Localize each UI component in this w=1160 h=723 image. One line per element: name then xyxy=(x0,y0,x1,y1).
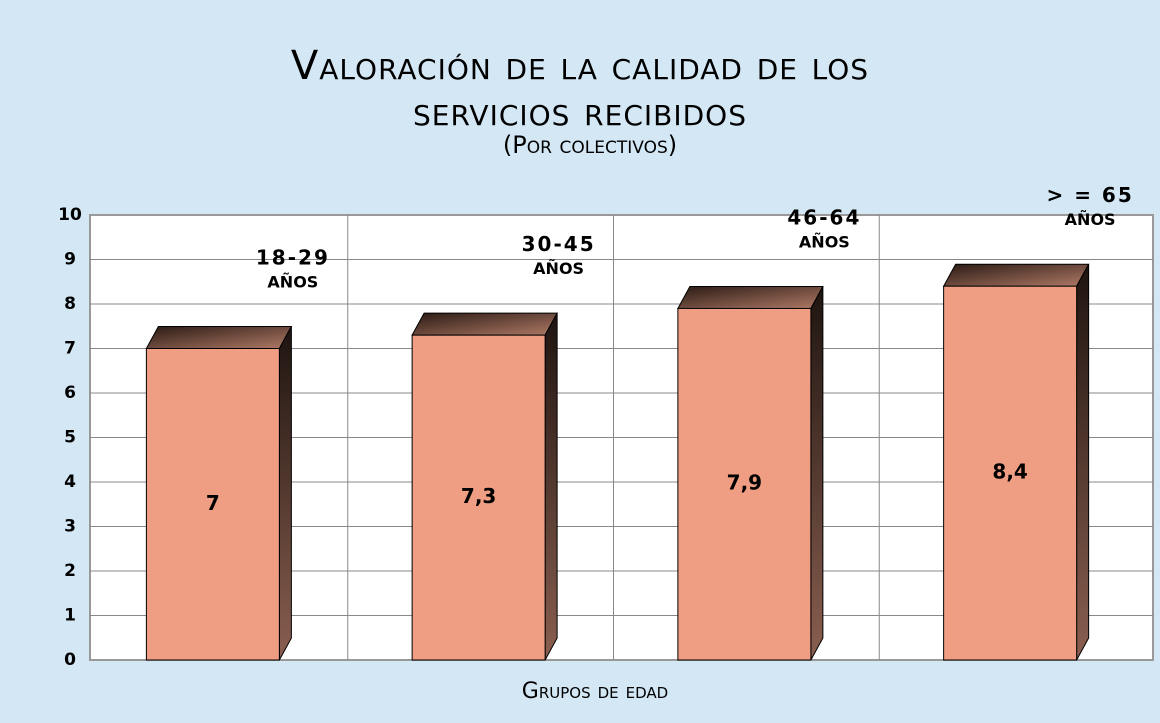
category-label: 30-45 AÑOS xyxy=(522,232,596,278)
bar xyxy=(677,307,812,661)
bar-top xyxy=(942,263,1090,287)
value-label: 8,4 xyxy=(992,460,1027,484)
y-tick-label: 1 xyxy=(64,606,76,626)
value-label: 7 xyxy=(206,491,220,515)
y-tick-label: 5 xyxy=(64,428,76,448)
bar-side xyxy=(278,326,292,661)
y-tick-label: 0 xyxy=(64,650,76,670)
value-label: 7,9 xyxy=(727,471,762,495)
y-tick-label: 9 xyxy=(64,250,76,270)
bar-side xyxy=(1076,263,1090,661)
value-label: 7,3 xyxy=(461,484,496,508)
y-tick-label: 2 xyxy=(64,561,76,581)
bar xyxy=(943,285,1078,661)
y-tick-label: 3 xyxy=(64,517,76,537)
category-label: 18-29 AÑOS xyxy=(256,245,330,291)
bar-side xyxy=(810,286,824,661)
chart-subtitle: (Por colectivos) xyxy=(503,131,677,159)
y-tick-label: 10 xyxy=(58,205,82,225)
bar-side xyxy=(544,312,558,661)
bar xyxy=(145,348,280,661)
bar-top xyxy=(677,285,824,309)
category-label: > = 65 AÑOS xyxy=(1046,183,1133,229)
bar-top xyxy=(145,326,293,349)
category-label: 46-64 AÑOS xyxy=(787,205,861,251)
y-tick-label: 8 xyxy=(64,294,76,314)
bar-top xyxy=(411,312,558,336)
y-tick-label: 7 xyxy=(64,339,76,359)
bar xyxy=(411,334,546,661)
y-tick-label: 4 xyxy=(64,472,76,492)
x-axis-label: Grupos de edad xyxy=(522,679,668,704)
y-tick-label: 6 xyxy=(64,383,76,403)
chart-title: Valoración de la calidad de los servicios… xyxy=(291,43,869,135)
